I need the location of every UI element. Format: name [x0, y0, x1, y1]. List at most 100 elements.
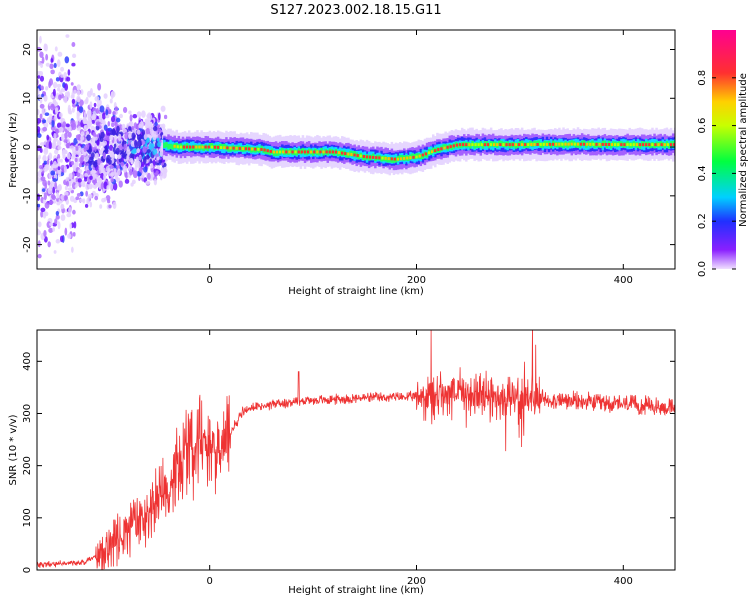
spectrogram-noise-cell	[83, 145, 87, 153]
spectrogram-peak-cell	[328, 150, 331, 154]
spectrogram-ridge-cell	[190, 145, 193, 151]
snr-xtick-label: 400	[614, 576, 633, 587]
spectrogram-ridge-cell	[326, 149, 330, 156]
spectrogram-ridge-cell	[233, 146, 236, 152]
spectrogram-noise-cell	[156, 137, 160, 142]
spectrogram-noise-cell	[43, 166, 48, 172]
spectrogram-noise-cell	[52, 88, 56, 97]
snr-ytick-label: 0	[22, 567, 33, 573]
spectrogram-noise-cell	[141, 161, 145, 168]
colorbar-ticks: 0.0 0.2 0.4 0.6 0.8	[697, 70, 736, 277]
spectrogram-noise-cell	[97, 177, 103, 185]
spectrogram-noise-cell	[43, 94, 48, 102]
spectrogram-noise-cell	[147, 172, 151, 180]
spectrogram-peak-cell	[347, 152, 350, 156]
spectrogram-noise-cell	[142, 171, 145, 179]
spectrogram-noise-cell	[51, 164, 55, 169]
spectrogram-noise-cell	[51, 120, 55, 128]
spectrogram-peak-cell	[517, 143, 521, 147]
spectrogram-peak-cell	[344, 152, 347, 156]
spectrogram-peak-cell	[669, 143, 673, 147]
spectrogram-noise-cell	[41, 93, 44, 98]
spectrogram-noise-cell	[147, 113, 153, 122]
spectrogram-ridge-cell	[500, 140, 503, 147]
spectrogram-peak-cell	[468, 143, 471, 147]
spectrogram-peak-cell	[220, 146, 223, 150]
spectrogram-noise-cell	[60, 88, 66, 93]
snr-marks	[37, 330, 675, 570]
spectrogram-peak-cell	[626, 143, 629, 147]
spectrogram-ridge-cell	[382, 155, 385, 162]
spectrogram-peak-cell	[223, 146, 226, 150]
spectrogram-noise-cell	[62, 121, 67, 128]
spectrogram-noise-cell	[115, 172, 119, 180]
spectrogram-noise-cell	[92, 132, 97, 137]
spectrogram-noise-cell	[69, 222, 73, 230]
spectrogram-peak-cell	[294, 150, 297, 154]
spectrogram-peak-cell	[362, 155, 365, 158]
spectrogram-peak-cell	[396, 157, 400, 161]
spectrogram-peak-cell	[548, 142, 552, 146]
spectrogram-noise-cell	[48, 80, 52, 89]
spectrogram-peak-cell	[316, 150, 319, 154]
spectrogram-noise-cell	[74, 184, 78, 189]
spectrogram-noise-cell	[48, 113, 53, 121]
spectrogram-noise-cell	[44, 211, 49, 217]
spectrogram-peak-cell	[189, 145, 192, 149]
spectrogram-peak-cell	[424, 152, 428, 156]
spectrogram-noise-cell	[158, 159, 163, 164]
spectrogram-noise-cell	[45, 86, 49, 91]
spectrogram-noise-cell	[116, 117, 121, 123]
spectrogram-noise-cell	[37, 253, 42, 259]
spectrogram-noise-cell	[37, 221, 42, 228]
spectrogram-noise-cell	[162, 168, 168, 174]
spectrogram-peak-cell	[527, 143, 530, 147]
snr-xtick-label: 200	[407, 576, 426, 587]
spectrogram-noise-cell	[128, 110, 132, 115]
spectrogram-noise-cell	[122, 106, 128, 114]
spectrogram-noise-cell	[42, 119, 47, 124]
spectrogram-noise-cell	[163, 114, 168, 120]
spectrogram-peak-cell	[455, 143, 459, 147]
spectrogram-noise-cell	[84, 172, 89, 177]
spectrogram-peak-cell	[427, 151, 431, 155]
spectrogram-peak-cell	[570, 142, 573, 146]
spectrogram-noise-cell	[50, 103, 55, 111]
spectrogram-noise-cell	[102, 167, 106, 176]
spectrogram-peak-cell	[520, 143, 524, 147]
spectrogram-peak-cell	[244, 147, 248, 151]
spectrogram-noise-cell	[39, 113, 43, 120]
snr-xlabel: Height of straight line (km)	[288, 585, 424, 596]
spectrogram-noise-cell	[71, 98, 76, 105]
colorbar: 0.0 0.2 0.4 0.6 0.8 Normalized spectral ampl…	[697, 30, 749, 277]
spectrogram-noise-cell	[60, 214, 66, 221]
spectrogram-noise-cell	[88, 183, 93, 190]
spectrogram-peak-cell	[489, 143, 493, 147]
spectrogram-noise-cell	[152, 133, 157, 141]
spectrogram-noise-cell	[46, 134, 50, 141]
spectrogram-peak-cell	[533, 143, 536, 146]
spectrogram-noise-cell	[78, 163, 82, 168]
spectrogram-noise-cell	[54, 181, 58, 190]
spectrogram-noise-cell	[105, 195, 111, 201]
spectrogram-noise-cell	[126, 149, 131, 155]
spectrogram-peak-cell	[564, 142, 567, 146]
spectrogram-ridge-cell	[432, 147, 435, 153]
spectrogram-panel: 0 200 400 -20 -10 0 10 20 Height of straight li…	[8, 29, 676, 297]
spectrogram-peak-cell	[539, 142, 542, 146]
spectrogram-peak-cell	[285, 150, 288, 154]
spectrogram-peak-cell	[446, 145, 449, 149]
spectrogram-peak-cell	[505, 143, 508, 147]
spectrogram-peak-cell	[195, 145, 198, 149]
spectrogram-noise-cell	[62, 149, 68, 155]
snr-axes: 0 200 400 0 100 200 300 400	[22, 330, 675, 587]
spectrogram-noise-cell	[157, 141, 162, 148]
spectrogram-peak-cell	[443, 146, 446, 150]
spectrogram-noise-cell	[42, 179, 47, 187]
spectrogram-noise-cell	[63, 195, 69, 201]
spectrogram-peak-cell	[353, 153, 356, 157]
spectrogram-noise-cell	[66, 212, 72, 218]
spectrogram-noise-cell	[137, 172, 142, 177]
spectrogram-peak-cell	[471, 143, 474, 147]
spectrogram-noise-cell	[49, 63, 54, 70]
